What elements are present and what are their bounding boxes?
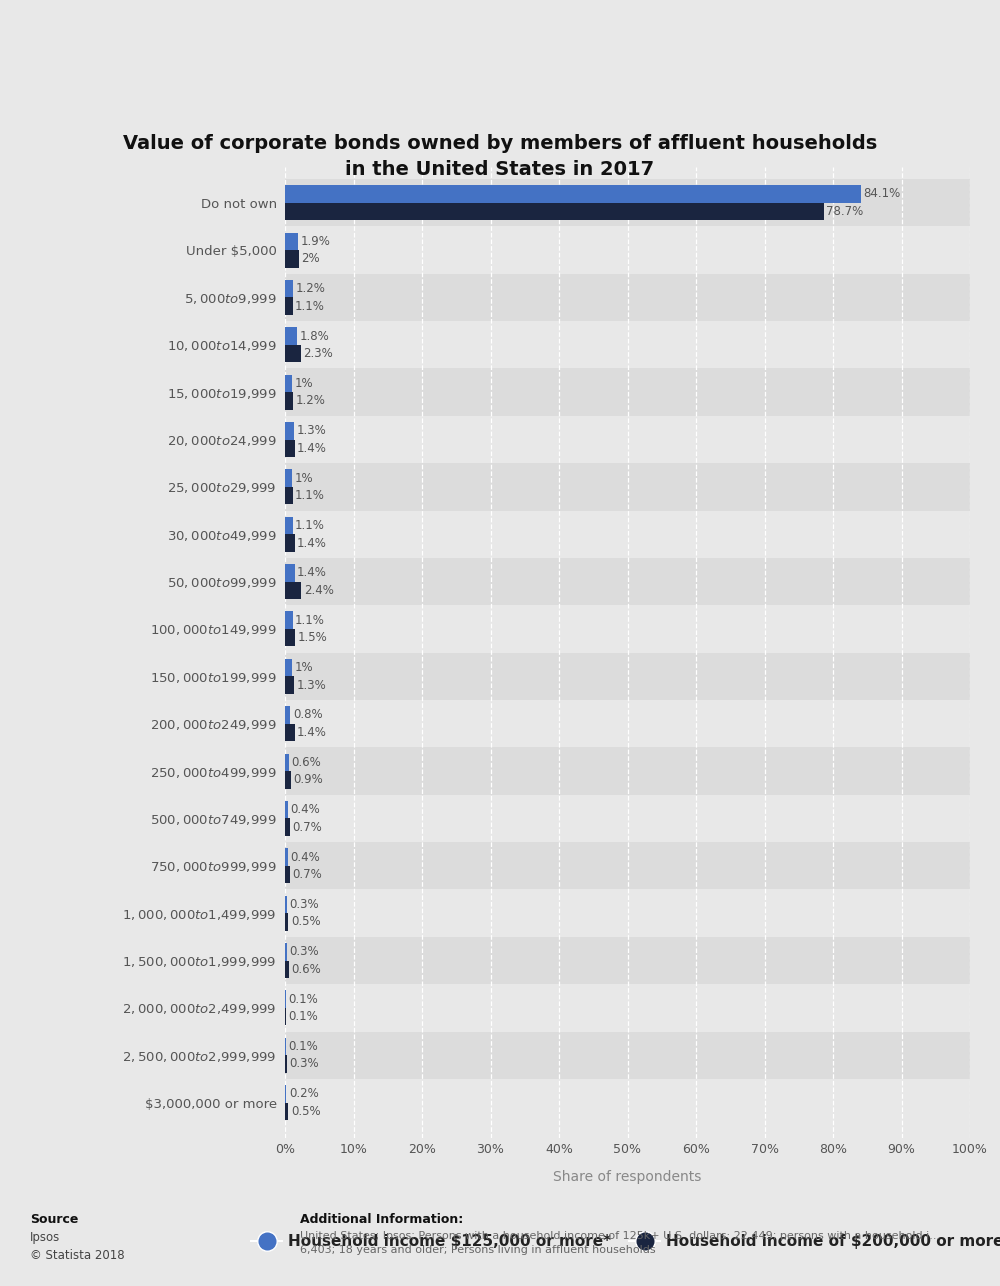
Text: 0.3%: 0.3%	[289, 1057, 319, 1070]
Bar	[285, 913, 288, 931]
Bar	[285, 203, 824, 220]
Text: 2.4%: 2.4%	[304, 584, 334, 597]
Bar	[285, 369, 970, 415]
Bar	[285, 517, 293, 534]
Bar	[285, 801, 288, 818]
Bar	[285, 936, 970, 984]
Text: 1%: 1%	[294, 661, 313, 674]
Text: 0.1%: 0.1%	[288, 993, 318, 1006]
Text: 0.1%: 0.1%	[288, 1040, 318, 1053]
Bar	[285, 706, 290, 724]
Bar	[285, 658, 292, 676]
Text: 1.2%: 1.2%	[296, 395, 325, 408]
Bar	[285, 392, 293, 410]
Text: 1%: 1%	[294, 377, 313, 390]
Text: 0.1%: 0.1%	[288, 1010, 318, 1024]
Bar	[285, 961, 289, 979]
Text: 84.1%: 84.1%	[863, 188, 901, 201]
Bar	[285, 629, 295, 647]
Bar	[285, 565, 295, 581]
Bar	[285, 754, 289, 772]
Bar	[285, 1056, 287, 1073]
Text: United States; Ipsos; Persons with a household income of 125k+ U.S. dollars: 22,: United States; Ipsos; Persons with a hou…	[300, 1231, 940, 1255]
Bar	[285, 1085, 286, 1102]
Bar	[285, 469, 292, 487]
Bar	[285, 440, 295, 457]
Text: 0.7%: 0.7%	[292, 868, 322, 881]
Bar	[285, 327, 297, 345]
Bar	[285, 772, 291, 788]
Text: 0.6%: 0.6%	[292, 756, 321, 769]
Bar	[285, 274, 970, 322]
Text: 1.9%: 1.9%	[300, 235, 330, 248]
Bar	[285, 534, 295, 552]
Text: 1.2%: 1.2%	[296, 282, 325, 296]
Bar	[285, 463, 970, 511]
Bar	[285, 280, 293, 297]
Text: Source: Source	[30, 1213, 78, 1226]
Bar	[285, 943, 287, 961]
Text: 1.1%: 1.1%	[295, 613, 325, 626]
Text: 1.1%: 1.1%	[295, 300, 325, 312]
Text: 1.4%: 1.4%	[297, 442, 327, 455]
Text: 0.2%: 0.2%	[289, 1088, 319, 1101]
Text: Ipsos
© Statista 2018: Ipsos © Statista 2018	[30, 1231, 125, 1262]
Text: 1.3%: 1.3%	[296, 679, 326, 692]
Bar	[285, 185, 861, 203]
Text: 0.4%: 0.4%	[290, 850, 320, 863]
Bar	[285, 865, 290, 883]
Text: 1.4%: 1.4%	[297, 566, 327, 579]
Bar	[285, 558, 970, 606]
Bar	[285, 842, 970, 890]
Text: 0.3%: 0.3%	[289, 945, 319, 958]
Text: 0.6%: 0.6%	[292, 963, 321, 976]
Bar	[285, 1102, 288, 1120]
Text: Additional Information:: Additional Information:	[300, 1213, 463, 1226]
Text: Value of corporate bonds owned by members of affluent households
in the United S: Value of corporate bonds owned by member…	[123, 134, 877, 179]
Bar	[285, 297, 293, 315]
Bar	[285, 1031, 970, 1079]
Text: 0.3%: 0.3%	[289, 898, 319, 910]
Bar	[285, 747, 970, 795]
Text: 0.5%: 0.5%	[291, 916, 320, 928]
Bar	[285, 487, 293, 504]
Text: 1.4%: 1.4%	[297, 727, 327, 739]
Text: 1.4%: 1.4%	[297, 536, 327, 549]
Text: 2%: 2%	[301, 252, 320, 265]
Bar	[285, 249, 299, 267]
Text: 0.9%: 0.9%	[294, 773, 323, 786]
Text: 0.7%: 0.7%	[292, 820, 322, 833]
Text: 0.4%: 0.4%	[290, 804, 320, 817]
Bar	[285, 724, 295, 741]
Text: 0.8%: 0.8%	[293, 709, 323, 721]
Bar	[285, 179, 970, 226]
Text: 1.1%: 1.1%	[295, 489, 325, 502]
Bar	[285, 581, 301, 599]
Bar	[285, 345, 301, 363]
Bar	[285, 895, 287, 913]
Bar	[285, 611, 293, 629]
Text: 0.5%: 0.5%	[291, 1105, 320, 1118]
Bar	[285, 849, 288, 865]
Text: 1.1%: 1.1%	[295, 520, 325, 532]
Bar	[285, 653, 970, 700]
Text: 1.5%: 1.5%	[298, 631, 327, 644]
X-axis label: Share of respondents: Share of respondents	[553, 1170, 702, 1184]
Bar	[285, 676, 294, 694]
Text: 1%: 1%	[294, 472, 313, 485]
Bar	[285, 233, 298, 249]
Bar	[285, 818, 290, 836]
Text: 2.3%: 2.3%	[303, 347, 333, 360]
Text: 1.3%: 1.3%	[296, 424, 326, 437]
Legend: Household income $125,000 or more*, Household income of $200,000 or more: Household income $125,000 or more*, Hous…	[245, 1228, 1000, 1255]
Text: 78.7%: 78.7%	[826, 204, 864, 217]
Bar	[285, 374, 292, 392]
Bar	[285, 422, 294, 440]
Text: 1.8%: 1.8%	[300, 329, 329, 342]
